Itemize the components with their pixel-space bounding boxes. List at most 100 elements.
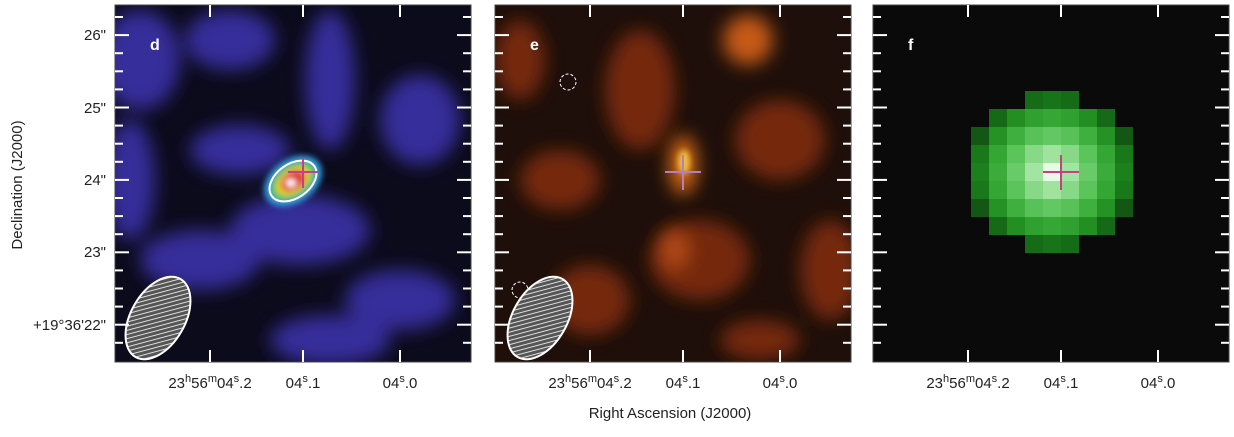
tick-text: 23 (548, 375, 565, 392)
pixel (1043, 91, 1061, 109)
tick-text: .0 (405, 375, 418, 392)
pixel (1097, 163, 1115, 181)
pixel (1061, 181, 1079, 199)
pixel (1025, 217, 1043, 235)
superscript: s (682, 373, 688, 385)
pixel (1097, 127, 1115, 145)
pixel (989, 199, 1007, 217)
pixel (1115, 181, 1133, 199)
panel-frame (114, 4, 472, 363)
y-tick-label: +19°36'22" (33, 317, 106, 334)
pixel (1061, 91, 1079, 109)
x-tick-label: 04s.0 (383, 373, 418, 392)
pixel (1097, 217, 1115, 235)
pixel (1007, 127, 1025, 145)
pixel (1007, 199, 1025, 217)
y-axis-label: Declination (J2000) (9, 120, 26, 249)
pixel (1007, 109, 1025, 127)
tick-text: 56 (571, 375, 588, 392)
superscript: h (943, 373, 949, 385)
superscript: s (779, 373, 785, 385)
tick-text: 04 (975, 375, 992, 392)
tick-text: 04 (383, 375, 400, 392)
superscript: s (992, 373, 998, 385)
panel-image (115, 5, 471, 362)
pixel (1043, 127, 1061, 145)
superscript: s (614, 373, 620, 385)
pixel (971, 199, 989, 217)
panel-label: f (908, 37, 914, 54)
tick-text: .1 (688, 375, 701, 392)
y-tick-label: 26" (84, 27, 106, 44)
pixel (1007, 145, 1025, 163)
tick-text: 04 (1044, 375, 1061, 392)
panel-frame (494, 4, 852, 363)
tick-text: 04 (597, 375, 614, 392)
pixel (989, 217, 1007, 235)
panel-label: e (530, 37, 539, 54)
superscript: m (208, 373, 217, 385)
pixel (1061, 235, 1079, 253)
x-tick-label: 23h56m04s.2 (548, 373, 631, 392)
panel-label: d (150, 37, 160, 54)
pixel (1097, 181, 1115, 199)
pixel (1043, 145, 1061, 163)
pixel (1061, 199, 1079, 217)
pixel (1079, 199, 1097, 217)
pixel (989, 181, 1007, 199)
x-tick-label: 23h56m04s.2 (168, 373, 251, 392)
pixel (971, 145, 989, 163)
pixel (1043, 235, 1061, 253)
tick-text: 04 (1141, 375, 1158, 392)
pixel (1115, 127, 1133, 145)
tick-text: 56 (949, 375, 966, 392)
pixel (1097, 109, 1115, 127)
pixel (1097, 145, 1115, 163)
pixel (1079, 145, 1097, 163)
pixel (989, 163, 1007, 181)
x-tick-label: 04s.1 (286, 373, 321, 392)
panel-image (495, 5, 851, 362)
pixel (989, 109, 1007, 127)
y-tick-label: 23" (84, 244, 106, 261)
tick-text: .0 (1163, 375, 1176, 392)
pixel (1043, 217, 1061, 235)
tick-text: 04 (666, 375, 683, 392)
tick-text: .1 (308, 375, 321, 392)
tick-text: .2 (239, 375, 252, 392)
pixel (1007, 181, 1025, 199)
pixel (1115, 145, 1133, 163)
pixel (1043, 199, 1061, 217)
pixel (1025, 181, 1043, 199)
superscript: m (588, 373, 597, 385)
pixel (971, 127, 989, 145)
x-tick-label: 23h56m04s.2 (926, 373, 1009, 392)
pixel (1025, 145, 1043, 163)
tick-text: 56 (191, 375, 208, 392)
tick-text: 23 (168, 375, 185, 392)
tick-text: .1 (1066, 375, 1079, 392)
pixel (1097, 199, 1115, 217)
superscript: m (966, 373, 975, 385)
tick-text: .0 (785, 375, 798, 392)
superscript: s (1157, 373, 1163, 385)
pixel (1115, 199, 1133, 217)
pixel (1025, 91, 1043, 109)
tick-text: .2 (619, 375, 632, 392)
superscript: s (1060, 373, 1066, 385)
pixel (1079, 109, 1097, 127)
pixel (989, 145, 1007, 163)
pixel (971, 163, 989, 181)
y-tick-label: 24" (84, 172, 106, 189)
x-tick-label: 04s.1 (666, 373, 701, 392)
tick-text: 04 (286, 375, 303, 392)
pixel (1061, 217, 1079, 235)
pixel (1079, 163, 1097, 181)
tick-text: 04 (217, 375, 234, 392)
pixel (1025, 127, 1043, 145)
pixel (1025, 199, 1043, 217)
panel-image (873, 5, 1229, 362)
pixel (1025, 109, 1043, 127)
superscript: h (565, 373, 571, 385)
